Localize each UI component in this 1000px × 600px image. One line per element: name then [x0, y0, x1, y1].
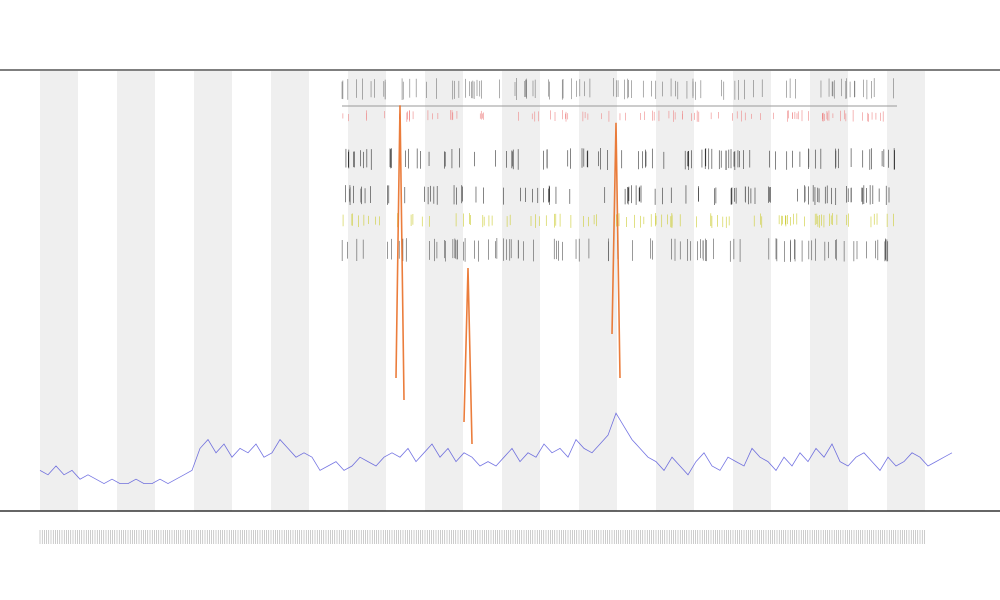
- band: [502, 71, 540, 511]
- x-tick-labels: [39, 530, 925, 544]
- band: [656, 71, 694, 511]
- annotation-tracks: [341, 78, 896, 262]
- band: [40, 71, 78, 511]
- band: [425, 71, 463, 511]
- background-bands: [40, 71, 925, 511]
- band: [194, 71, 232, 511]
- band: [579, 71, 617, 511]
- series-line: [395, 105, 405, 401]
- series-line: [611, 122, 621, 379]
- band: [271, 71, 309, 511]
- band: [887, 71, 925, 511]
- band: [810, 71, 848, 511]
- band: [733, 71, 771, 511]
- series-line: [39, 412, 953, 485]
- band: [348, 71, 386, 511]
- band: [117, 71, 155, 511]
- series-line: [463, 267, 473, 445]
